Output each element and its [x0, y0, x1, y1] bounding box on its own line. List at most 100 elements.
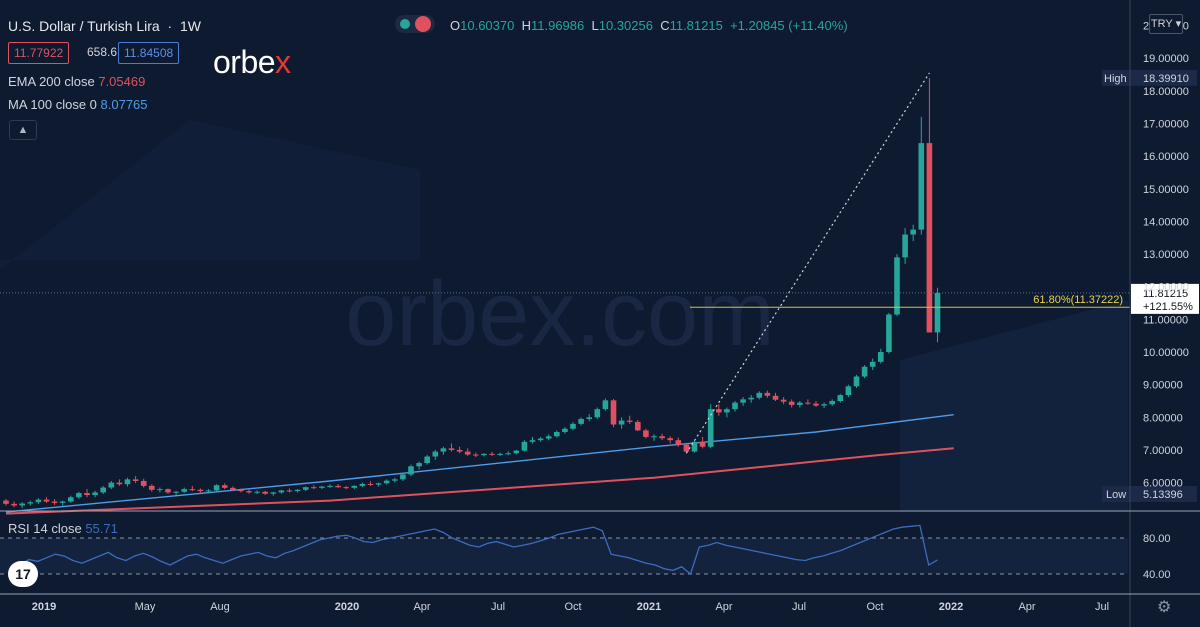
candle-body [84, 493, 90, 496]
candle-body [448, 448, 455, 450]
price-tick-label: 7.00000 [1143, 445, 1183, 457]
time-tick-label: Apr [1018, 601, 1035, 613]
candle-body [335, 485, 341, 488]
candle [610, 399, 617, 428]
candle-body [821, 404, 827, 406]
sell-price-button[interactable]: 11.77922 [8, 42, 70, 64]
high-label: High [1104, 73, 1127, 85]
time-tick-label: Oct [564, 601, 581, 613]
candle-body [173, 491, 179, 493]
gear-icon[interactable]: ⚙ [1157, 599, 1172, 616]
price-tick-label: 13.00000 [1143, 249, 1189, 261]
candle-body [578, 418, 584, 424]
candle-body [724, 409, 730, 413]
time-tick-label: 2021 [637, 601, 661, 613]
change-value: +1.20845 (+11.40%) [730, 18, 848, 33]
ma-legend[interactable]: MA 100 close 0 8.07765 [8, 97, 148, 112]
candle-body [19, 503, 25, 506]
candle-body [181, 489, 187, 492]
candle [140, 478, 147, 488]
interval-label[interactable]: 1W [179, 18, 201, 34]
candle [400, 472, 406, 481]
candle [76, 491, 82, 499]
candle-body [76, 493, 82, 498]
candle [683, 442, 690, 454]
candle [626, 415, 633, 424]
candle-body [886, 314, 892, 353]
rsi-band [0, 538, 1128, 574]
rsi-line [19, 524, 938, 576]
time-tick-label: Apr [715, 601, 732, 613]
candle-body [367, 483, 374, 485]
visibility-toggle[interactable] [395, 15, 435, 33]
ema-legend[interactable]: EMA 200 close 7.05469 [8, 74, 145, 89]
rsi-label: RSI 14 close [8, 521, 82, 536]
candle [699, 436, 706, 449]
fib-level-label: 61.80%(11.37222) [1033, 294, 1123, 306]
ema-label: EMA 200 close [8, 74, 95, 89]
ma-100-line [5, 414, 954, 513]
candle [521, 440, 528, 452]
pair-title[interactable]: U.S. Dollar / Turkish Lira · 1W [8, 18, 201, 34]
price-tick-label: 17.00000 [1143, 119, 1189, 131]
candle-body [878, 352, 884, 362]
time-tick-label: Jul [1095, 601, 1109, 613]
pair-name: U.S. Dollar / Turkish Lira [8, 18, 160, 34]
candle-body [392, 479, 398, 481]
candle-body [643, 430, 649, 437]
candle [894, 254, 900, 317]
buy-price-button[interactable]: 11.84508 [118, 42, 180, 64]
candle-body [189, 489, 196, 491]
candle-body [918, 143, 925, 230]
candle-body [732, 402, 738, 410]
candle [262, 490, 268, 496]
candle-body [635, 421, 641, 431]
high-value: 11.96986 [530, 18, 585, 33]
time-tick-label: 2019 [32, 601, 56, 613]
logo-x: x [275, 44, 291, 80]
candle-body [100, 487, 106, 493]
candle-body [92, 492, 98, 496]
currency-selector[interactable]: TRY ▾ [1149, 14, 1183, 34]
candle [756, 391, 763, 400]
candle-body [610, 400, 617, 425]
candle [886, 312, 892, 354]
candle [84, 489, 90, 498]
candle [197, 488, 204, 493]
candle-body [788, 401, 795, 405]
candle [270, 491, 277, 496]
candle [570, 422, 576, 431]
candle-body [562, 428, 568, 433]
candle [602, 398, 609, 411]
rsi-legend[interactable]: RSI 14 close 55.71 [8, 521, 118, 536]
candle [635, 419, 641, 432]
open-label: O [450, 18, 461, 33]
time-tick-label: 2022 [939, 601, 963, 613]
candle-body [132, 479, 139, 481]
candle [319, 485, 325, 490]
candle [440, 446, 447, 455]
collapse-legend-button[interactable]: ▲ [9, 120, 37, 140]
tradingview-logo[interactable]: 17 [8, 561, 38, 587]
low-value: 10.30256 [598, 18, 653, 33]
candle [165, 488, 171, 495]
candle [294, 489, 301, 493]
candle-body [140, 480, 147, 486]
candle [691, 440, 698, 453]
ema-200-line [5, 447, 954, 515]
candle-body [238, 489, 244, 492]
rsi-level-label: 80.00 [1143, 533, 1171, 545]
candle-body [278, 490, 285, 493]
candle-body [805, 402, 811, 404]
high-label: H [521, 18, 531, 33]
close-label: C [660, 18, 670, 33]
candle-body [51, 501, 58, 503]
candle [643, 428, 649, 439]
candle [529, 436, 536, 444]
time-tick-label: Oct [866, 601, 883, 613]
candle [772, 392, 779, 402]
candle-body [59, 501, 66, 503]
candle-body [570, 423, 576, 429]
